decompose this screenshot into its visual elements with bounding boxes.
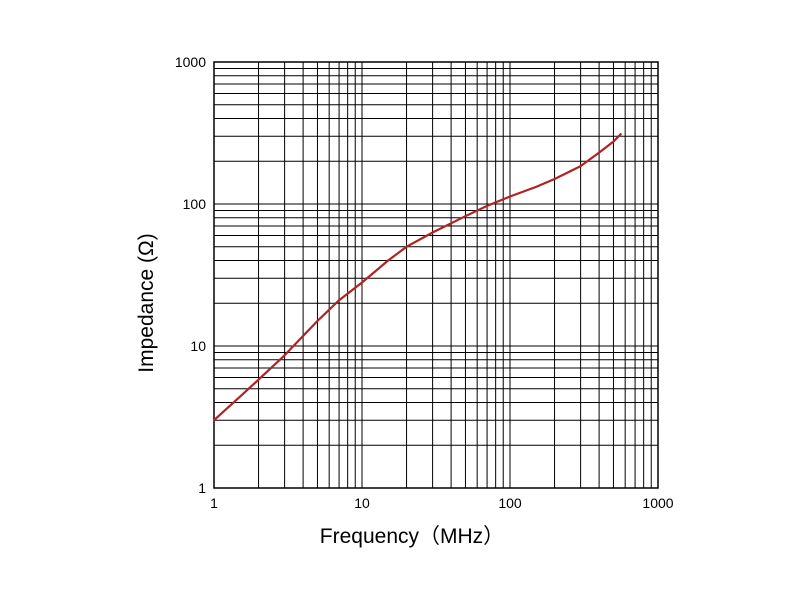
x-tick-label: 1	[210, 495, 218, 511]
y-tick-label: 1	[198, 480, 206, 496]
y-tick-label: 1000	[175, 54, 206, 70]
x-tick-label: 100	[498, 495, 522, 511]
x-tick-label: 10	[354, 495, 370, 511]
y-tick-label: 10	[190, 338, 206, 354]
y-tick-label: 100	[183, 196, 207, 212]
series-layer	[212, 133, 622, 422]
tick-labels: 1 10 100 1000 1 10 100 1000	[175, 54, 674, 511]
grid	[214, 62, 658, 488]
x-axis-title: Frequency（MHz）	[320, 525, 504, 548]
x-tick-label: 1000	[642, 495, 673, 511]
y-axis-title: Impedance (Ω)	[135, 233, 158, 372]
plot-frame	[213, 61, 659, 489]
impedance-curve	[212, 133, 622, 422]
